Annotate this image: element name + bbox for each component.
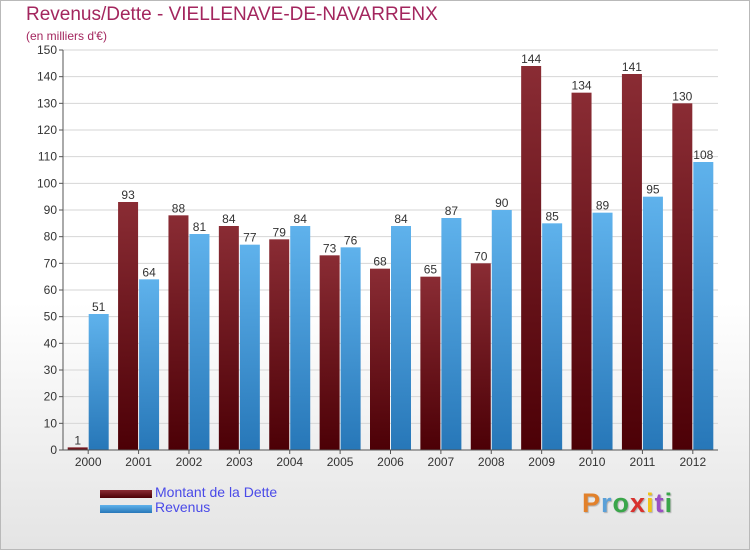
bar-dette xyxy=(319,255,340,450)
bar-revenus-label: 84 xyxy=(394,212,408,226)
y-tick-label: 110 xyxy=(38,150,57,164)
bar-dette xyxy=(521,66,542,450)
bar-dette-label: 73 xyxy=(323,241,337,255)
bar-revenus-label: 76 xyxy=(344,233,358,247)
y-tick-label: 130 xyxy=(37,96,57,110)
y-tick-label: 0 xyxy=(50,443,57,457)
x-tick-label: 2007 xyxy=(428,455,455,469)
bar-dette-label: 134 xyxy=(572,79,592,93)
x-tick-label: 2001 xyxy=(125,455,152,469)
legend-label-revenus: Revenus xyxy=(155,499,211,515)
bar-dette-label: 130 xyxy=(672,89,692,103)
logo-letter: i xyxy=(646,488,655,518)
bar-dette xyxy=(571,92,592,451)
chart-title: Revenus/Dette - VIELLENAVE-DE-NAVARRENX xyxy=(26,4,438,25)
legend-swatch-revenus xyxy=(100,505,152,513)
bar-revenus-label: 95 xyxy=(646,183,660,197)
bar-revenus-label: 108 xyxy=(693,148,713,162)
logo-letter: t xyxy=(654,488,665,518)
bar-dette-label: 79 xyxy=(273,225,287,239)
legend-swatch-dette xyxy=(100,490,152,498)
y-tick-label: 90 xyxy=(44,203,58,217)
bar-dette-label: 144 xyxy=(521,52,541,66)
x-tick-label: 2008 xyxy=(478,455,505,469)
x-tick-label: 2012 xyxy=(679,455,706,469)
legend-label-dette: Montant de la Dette xyxy=(155,484,278,500)
x-tick-label: 2011 xyxy=(630,455,656,469)
x-tick-label: 2004 xyxy=(276,455,303,469)
bar-dette xyxy=(218,226,239,450)
bar-dette xyxy=(672,103,693,450)
logo-letter: x xyxy=(630,488,647,518)
bar-dette xyxy=(370,268,390,450)
bar-revenus xyxy=(290,226,311,450)
logo-letter: i xyxy=(664,488,674,518)
bar-dette xyxy=(168,215,189,450)
bar-revenus-label: 81 xyxy=(193,220,207,234)
bar-dette xyxy=(621,74,642,450)
bar-dette-label: 68 xyxy=(373,255,387,269)
bar-revenus xyxy=(340,247,361,450)
bar-dette-label: 141 xyxy=(622,60,642,74)
bar-revenus xyxy=(391,226,411,450)
bar-revenus-label: 89 xyxy=(596,199,610,213)
bar-revenus xyxy=(491,210,512,450)
y-tick-label: 100 xyxy=(37,176,57,190)
bar-revenus-label: 64 xyxy=(142,265,156,279)
logo-letter: P xyxy=(582,488,602,518)
bar-revenus xyxy=(693,162,714,450)
y-tick-label: 40 xyxy=(44,336,58,350)
bar-revenus-label: 84 xyxy=(294,212,308,226)
logo-letter: r xyxy=(601,488,613,518)
logo-letter: o xyxy=(612,488,631,518)
y-tick-label: 20 xyxy=(44,390,58,404)
y-tick-label: 60 xyxy=(44,283,58,297)
bar-revenus xyxy=(139,279,160,450)
x-tick-label: 2002 xyxy=(176,455,203,469)
bar-dette-label: 84 xyxy=(222,212,236,226)
bar-revenus xyxy=(642,196,663,450)
bar-revenus xyxy=(239,244,260,450)
bar-revenus-label: 85 xyxy=(545,209,559,223)
bar-dette xyxy=(420,276,441,450)
bar-dette xyxy=(118,202,139,450)
bar-dette-label: 1 xyxy=(74,433,81,447)
x-tick-label: 2000 xyxy=(75,455,102,469)
bar-revenus-label: 77 xyxy=(243,231,257,245)
bar-revenus xyxy=(189,234,210,450)
y-tick-label: 50 xyxy=(44,310,58,324)
bar-dette xyxy=(470,263,491,450)
bar-dette-label: 88 xyxy=(172,201,186,215)
bar-dette-label: 93 xyxy=(121,188,135,202)
bar-revenus xyxy=(542,223,563,450)
chart-subtitle: (en milliers d'€) xyxy=(26,29,107,43)
bar-revenus xyxy=(441,218,462,450)
y-tick-label: 80 xyxy=(44,230,58,244)
x-tick-label: 2005 xyxy=(327,455,354,469)
y-tick-label: 10 xyxy=(44,416,58,430)
y-tick-label: 30 xyxy=(44,363,58,377)
bar-revenus-label: 51 xyxy=(92,300,106,314)
bar-dette xyxy=(269,239,290,450)
proxiti-logo: Proxiti xyxy=(582,488,673,519)
y-tick-label: 150 xyxy=(37,43,57,57)
y-tick-label: 70 xyxy=(44,256,58,270)
bar-revenus-label: 87 xyxy=(445,204,459,218)
x-tick-label: 2003 xyxy=(226,455,253,469)
bar-dette xyxy=(67,447,88,450)
bar-dette-label: 65 xyxy=(424,263,438,277)
bar-revenus xyxy=(592,212,613,450)
x-tick-label: 2010 xyxy=(579,455,606,469)
x-tick-label: 2009 xyxy=(528,455,555,469)
y-tick-label: 140 xyxy=(37,70,57,84)
y-tick-label: 120 xyxy=(37,123,57,137)
x-tick-label: 2006 xyxy=(377,455,404,469)
bar-revenus xyxy=(88,314,109,450)
bar-dette-label: 70 xyxy=(474,249,488,263)
bar-revenus-label: 90 xyxy=(495,196,509,210)
